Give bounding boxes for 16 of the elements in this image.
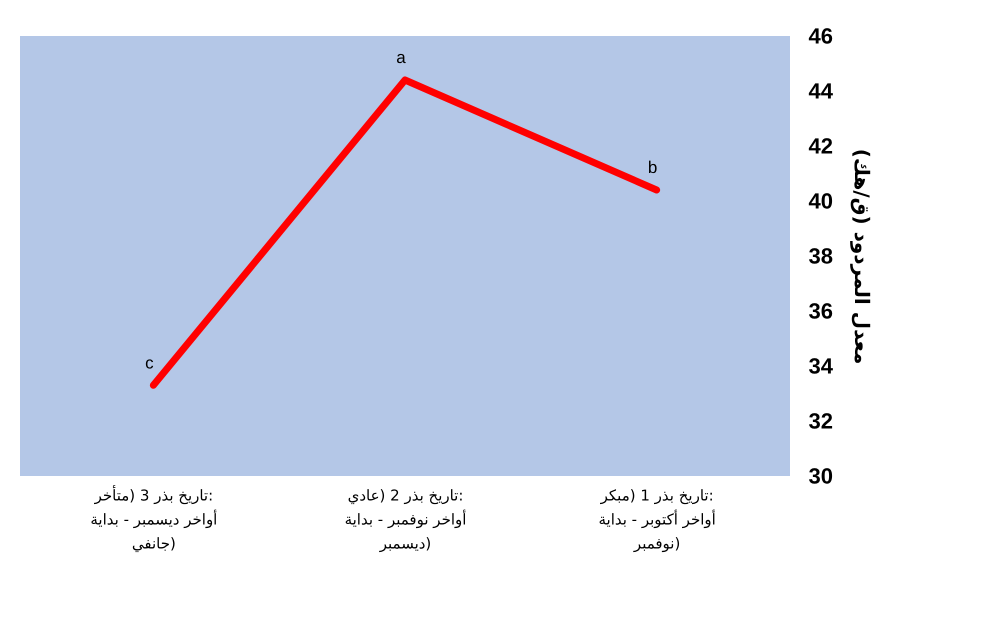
y-tick-label: 42 — [808, 134, 833, 158]
annotation: b — [648, 158, 658, 177]
y-tick-label: 36 — [808, 298, 833, 324]
annotation: a — [396, 48, 406, 67]
y-tick-label: 30 — [808, 464, 833, 488]
y-tick-label: 46 — [808, 24, 833, 48]
x-tick-label: تاريخ بذر 3 (متأخر: أواخر ديسمبر - بداية جانفي) — [90, 484, 218, 552]
x-tick-label: تاريخ بذر 1 (مبكر: أواخر أكتوبر - بداية نوفمبر) — [598, 486, 716, 552]
y-tick-label: 40 — [808, 188, 833, 214]
y-axis-title: معدل المردود (ق/هك) — [850, 148, 874, 364]
y-tick-label: 44 — [808, 78, 834, 104]
y-tick-label: 38 — [808, 244, 833, 268]
annotation: c — [145, 353, 154, 372]
x-tick-label: تاريخ بذر 2 (عادي: أواخر نوفمبر - بداية ديسمبر) — [344, 486, 466, 552]
y-tick-label: 34 — [808, 354, 834, 378]
y-tick-label: 32 — [808, 408, 833, 434]
